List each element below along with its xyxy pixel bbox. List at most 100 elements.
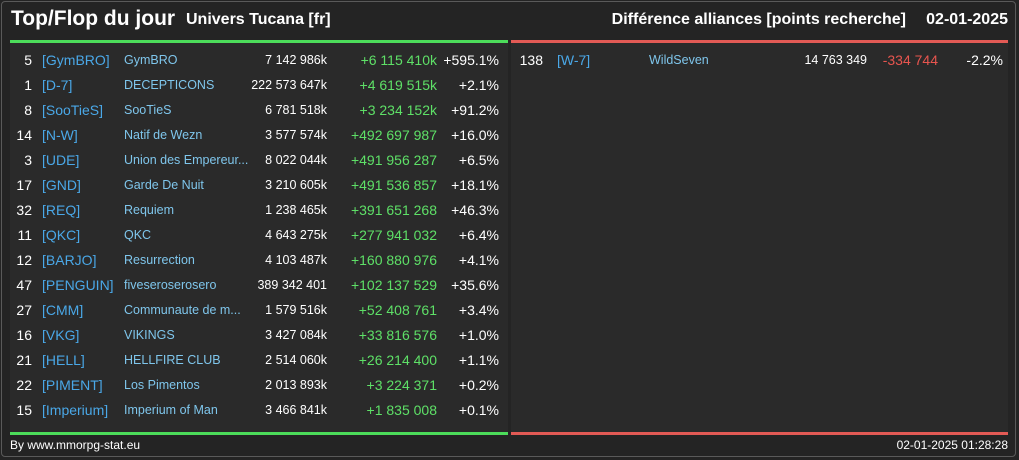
alliance-row: 16 [VKG] VIKINGS 3 427 084k +33 816 576 +1.0% xyxy=(10,323,508,348)
alliance-name[interactable]: Union des Empereur... xyxy=(124,153,249,167)
alliance-diff: -334 744 xyxy=(882,52,938,68)
alliance-name[interactable]: SooTieS xyxy=(124,103,172,117)
alliance-points: 4 103 487k xyxy=(265,253,327,267)
alliance-row: 5 [GymBRO] GymBRO 7 142 986k +6 115 410k +595… xyxy=(10,48,508,73)
alliance-name[interactable]: fiveseroserosero xyxy=(124,278,217,292)
alliance-pct: +595.1% xyxy=(443,52,499,68)
alliance-rank: 5 xyxy=(24,52,32,68)
alliance-pct: +18.1% xyxy=(451,177,499,193)
alliance-tag[interactable]: [PIMENT] xyxy=(42,377,103,393)
alliance-rank: 15 xyxy=(16,402,32,418)
alliance-row: 27 [CMM] Communaute de m... 1 579 516k +52 4… xyxy=(10,298,508,323)
alliance-pct: +16.0% xyxy=(451,127,499,143)
alliance-name[interactable]: Garde De Nuit xyxy=(124,178,204,192)
alliance-diff: +491 536 857 xyxy=(350,177,437,193)
alliance-points: 3 427 084k xyxy=(265,328,327,342)
alliance-points: 14 763 349 xyxy=(804,53,867,67)
alliance-diff: +102 137 529 xyxy=(350,277,437,293)
alliance-diff: +491 956 287 xyxy=(350,152,437,168)
alliance-name[interactable]: WildSeven xyxy=(649,53,709,67)
alliance-name[interactable]: Requiem xyxy=(124,203,175,217)
alliance-row: 1 [D-7] DECEPTICONS 222 573 647k +4 619 515k… xyxy=(10,73,508,98)
alliance-tag[interactable]: [Imperium] xyxy=(42,402,109,418)
alliance-row: 32 [REQ] Requiem 1 238 465k +391 651 268 +46.… xyxy=(10,198,508,223)
alliance-name[interactable]: Los Pimentos xyxy=(124,378,200,392)
alliance-row: 11 [QKC] QKC 4 643 275k +277 941 032 +6.4% xyxy=(10,223,508,248)
header-date: 02-01-2025 xyxy=(926,11,1008,28)
alliance-tag[interactable]: [D-7] xyxy=(42,77,73,93)
alliance-diff: +277 941 032 xyxy=(350,227,437,243)
alliance-rank: 12 xyxy=(16,252,32,268)
alliance-tag[interactable]: [SooTieS] xyxy=(42,102,103,118)
alliance-points: 3 577 574k xyxy=(265,128,327,142)
alliance-pct: +3.4% xyxy=(458,302,499,318)
alliance-tag[interactable]: [N-W] xyxy=(42,127,78,143)
alliance-tag[interactable]: [BARJO] xyxy=(42,252,97,268)
alliance-tag[interactable]: [REQ] xyxy=(42,202,81,218)
alliance-points: 389 342 401 xyxy=(257,278,327,292)
alliance-tag[interactable]: [GymBRO] xyxy=(42,52,110,68)
alliance-pct: +0.1% xyxy=(458,402,499,418)
alliance-tag[interactable]: [QKC] xyxy=(42,227,81,243)
alliance-pct: +6.5% xyxy=(458,152,499,168)
alliance-tag[interactable]: [W-7] xyxy=(557,52,591,68)
alliance-rank: 47 xyxy=(16,277,32,293)
alliance-rank: 8 xyxy=(24,102,32,118)
alliance-diff: +3 224 371 xyxy=(366,377,437,393)
alliance-row: 12 [BARJO] Resurrection 4 103 487k +160 880 … xyxy=(10,248,508,273)
alliance-tag[interactable]: [PENGUIN] xyxy=(42,277,114,293)
alliance-diff: +492 697 987 xyxy=(350,127,437,143)
alliance-name[interactable]: Resurrection xyxy=(124,253,195,267)
site-credit: By www.mmorpg-stat.eu xyxy=(10,438,141,452)
alliance-diff: +3 234 152k xyxy=(359,102,437,118)
alliance-row: 22 [PIMENT] Los Pimentos 2 013 893k +3 224 3… xyxy=(10,373,508,398)
alliance-diff: +6 115 410k xyxy=(360,52,437,68)
alliance-points: 6 781 518k xyxy=(265,103,327,117)
alliance-tag[interactable]: [HELL] xyxy=(42,352,85,368)
alliance-name[interactable]: HELLFIRE CLUB xyxy=(124,353,221,367)
alliance-points: 2 013 893k xyxy=(265,378,327,392)
alliance-points: 4 643 275k xyxy=(265,228,327,242)
alliance-pct: +4.1% xyxy=(458,252,499,268)
alliance-diff: +52 408 761 xyxy=(358,302,437,318)
alliance-row: 14 [N-W] Natif de Wezn 3 577 574k +492 697 9… xyxy=(10,123,508,148)
alliance-tag[interactable]: [UDE] xyxy=(42,152,80,168)
alliance-pct: +1.0% xyxy=(458,327,499,343)
flop-panel: 138 [W-7] WildSeven 14 763 349 -334 744 -2.2% xyxy=(511,40,1008,435)
alliance-name[interactable]: DECEPTICONS xyxy=(124,78,215,92)
top-panel: 5 [GymBRO] GymBRO 7 142 986k +6 115 410k +595… xyxy=(10,40,508,435)
alliance-name[interactable]: GymBRO xyxy=(124,53,178,67)
alliance-diff: +33 816 576 xyxy=(358,327,437,343)
alliance-rank: 32 xyxy=(16,202,32,218)
alliance-name[interactable]: Communaute de m... xyxy=(124,303,241,317)
alliance-rank: 138 xyxy=(519,52,543,68)
alliance-row: 47 [PENGUIN] fiveseroserosero 389 342 401 +1… xyxy=(10,273,508,298)
universe-label: Univers Tucana [fr] xyxy=(186,11,331,28)
alliance-tag[interactable]: [GND] xyxy=(42,177,81,193)
alliance-tag[interactable]: [VKG] xyxy=(42,327,80,343)
alliance-name[interactable]: VIKINGS xyxy=(124,328,175,342)
alliance-rank: 16 xyxy=(16,327,32,343)
alliance-name[interactable]: Natif de Wezn xyxy=(124,128,203,142)
alliance-rank: 22 xyxy=(16,377,32,393)
alliance-diff: +26 214 400 xyxy=(358,352,437,368)
alliance-points: 222 573 647k xyxy=(251,78,327,92)
alliance-pct: +1.1% xyxy=(458,352,499,368)
alliance-points: 8 022 044k xyxy=(265,153,327,167)
alliance-rank: 1 xyxy=(24,77,32,93)
alliance-name[interactable]: QKC xyxy=(124,228,152,242)
alliance-pct: +6.4% xyxy=(458,227,499,243)
alliance-pct: +0.2% xyxy=(458,377,499,393)
alliance-pct: +2.1% xyxy=(458,77,499,93)
alliance-pct: +91.2% xyxy=(451,102,499,118)
alliance-diff: +160 880 976 xyxy=(350,252,437,268)
alliance-pct: +46.3% xyxy=(451,202,499,218)
alliance-rank: 11 xyxy=(17,227,32,243)
footer-timestamp: 02-01-2025 01:28:28 xyxy=(896,438,1008,452)
alliance-points: 3 466 841k xyxy=(265,403,327,417)
alliance-tag[interactable]: [CMM] xyxy=(42,302,84,318)
alliance-name[interactable]: Imperium of Man xyxy=(124,403,218,417)
alliance-diff: +1 835 008 xyxy=(366,402,437,418)
alliance-rank: 27 xyxy=(16,302,32,318)
